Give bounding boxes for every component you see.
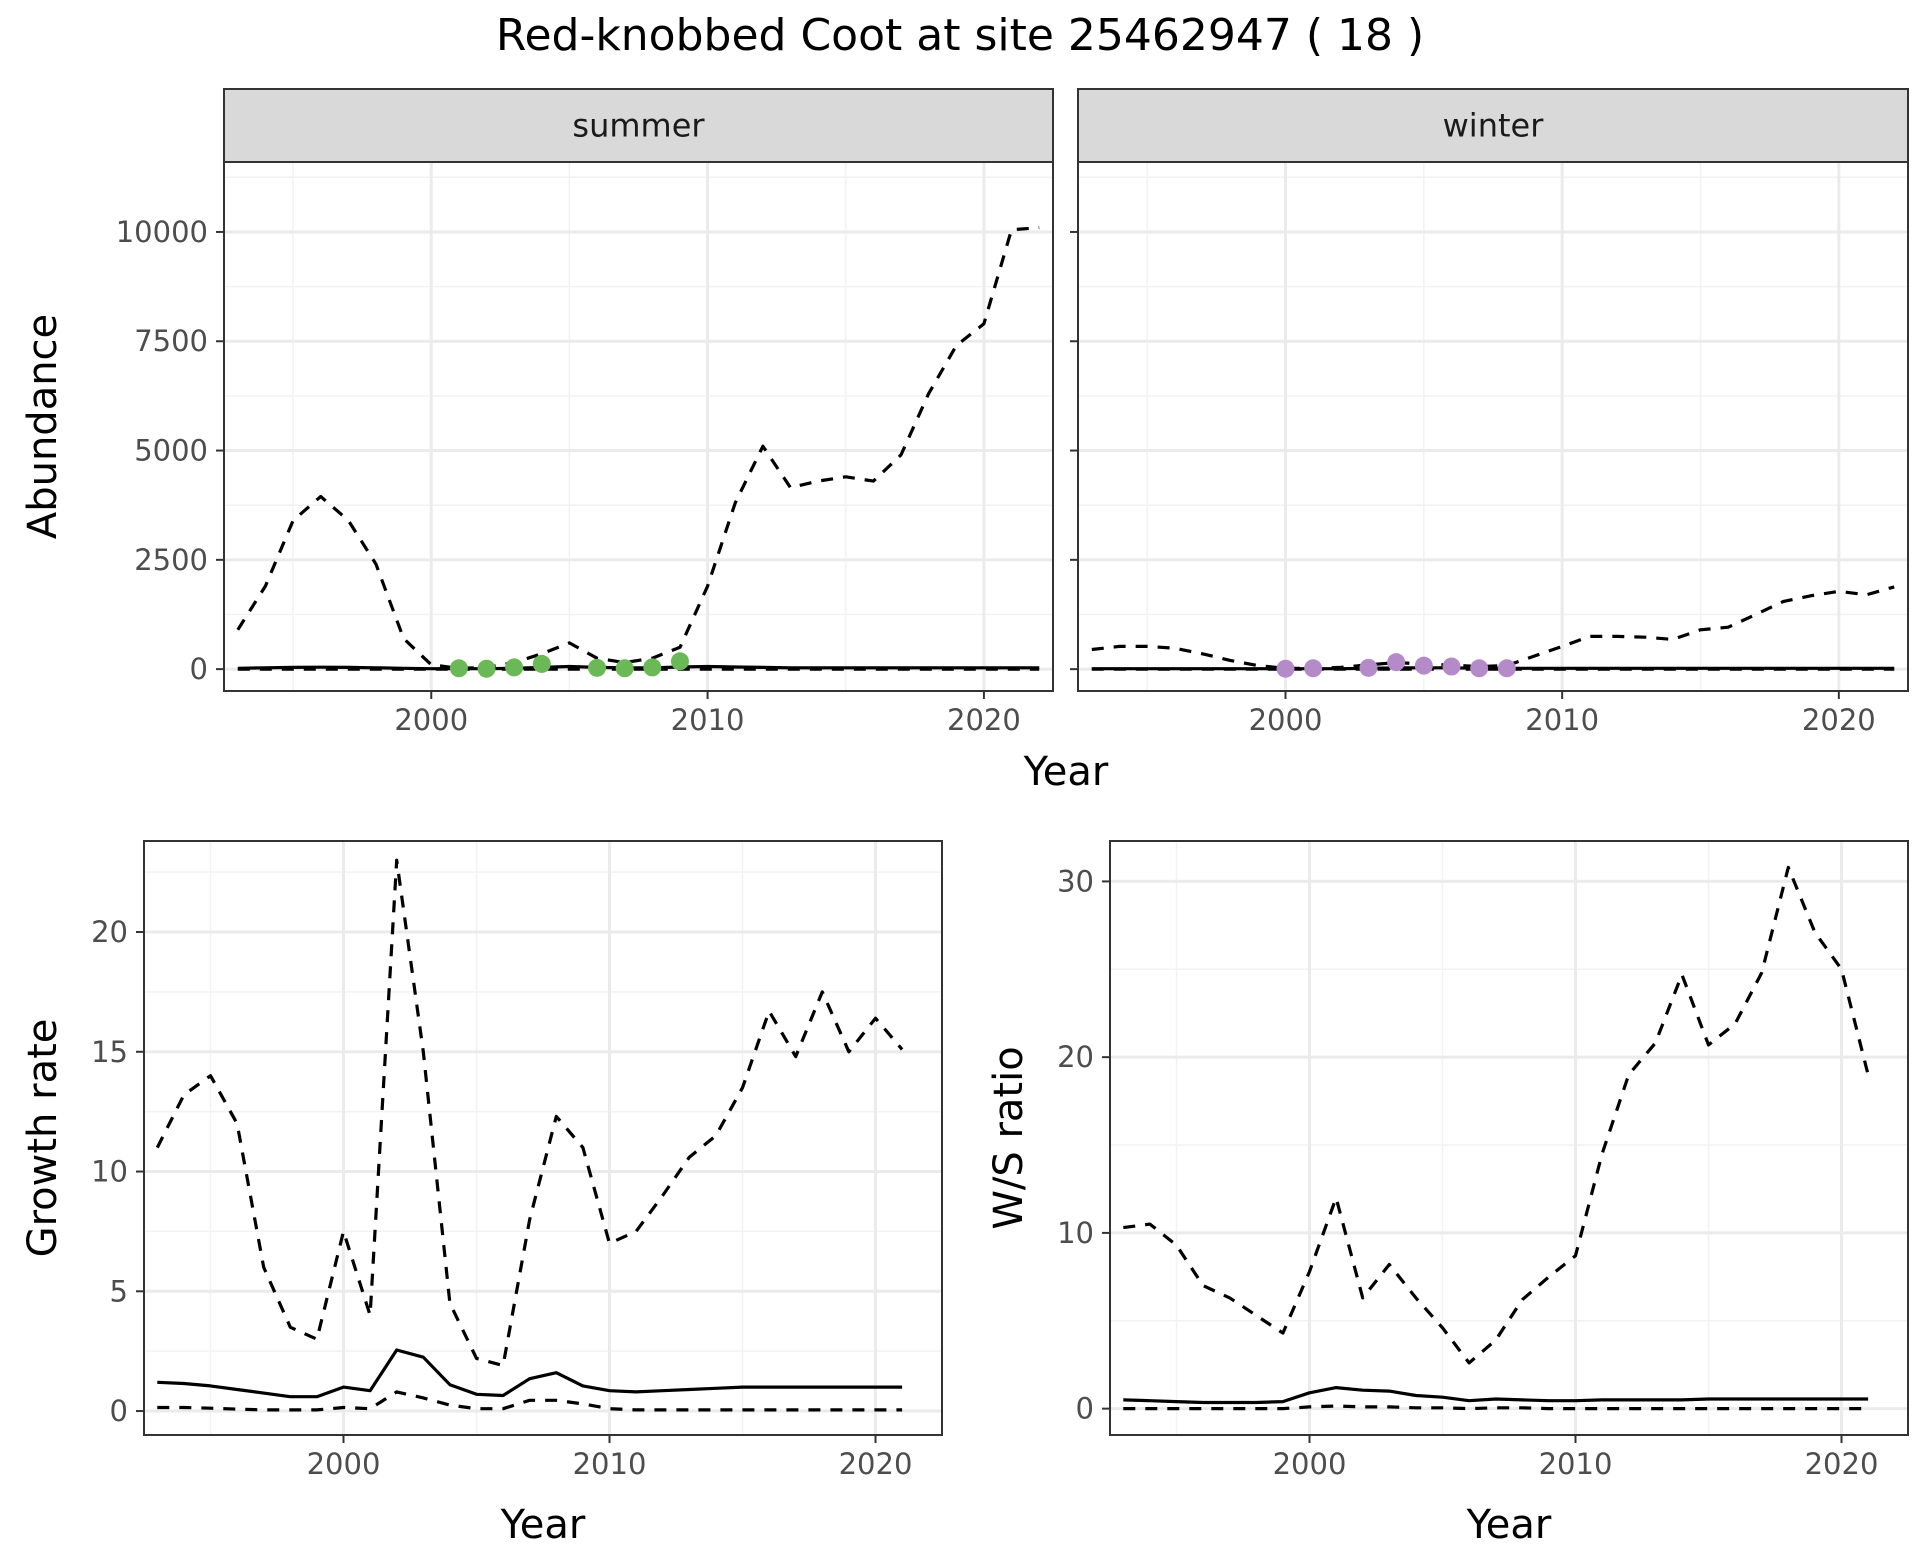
data-point: [615, 659, 634, 678]
data-point: [1359, 658, 1378, 677]
x-tick-label: 2000: [307, 1447, 381, 1481]
y-tick-label: 10000: [116, 215, 208, 249]
series-line-dashed-upper: [236, 226, 1040, 670]
abundance-panel-winter-background: [1078, 162, 1908, 691]
y-tick-label: 30: [1057, 864, 1094, 898]
y-tick-label: 0: [110, 1394, 128, 1428]
x-tick-label: 2020: [1805, 1447, 1879, 1481]
series-line-solid: [1091, 666, 1895, 671]
data-point: [1414, 656, 1433, 675]
growth-panel-border: [143, 840, 943, 1436]
y-tick-label: 10: [1057, 1216, 1094, 1250]
x-tick-label: 2020: [1802, 703, 1876, 737]
facet-strip-label: summer: [572, 107, 705, 145]
y-tick-label: 20: [1057, 1040, 1094, 1074]
x-tick-label: 2020: [839, 1447, 913, 1481]
series-line-solid: [237, 664, 1040, 671]
series-line-dashed-lower: [1123, 1404, 1869, 1411]
x-tick-label: 2010: [1539, 1447, 1613, 1481]
y-axis-title-growth: Growth rate: [20, 1019, 66, 1258]
y-axis-title-abundance: Abundance: [20, 314, 66, 539]
x-tick-label: 2020: [947, 703, 1021, 737]
y-tick-label: 0: [1076, 1392, 1094, 1426]
data-point: [532, 654, 551, 673]
growth-panel: 2000 2010 2020 0 5 10 15 20: [91, 840, 943, 1481]
data-point: [1497, 659, 1516, 678]
data-point: [1470, 659, 1489, 678]
x-axis-title-growth: Year: [500, 1502, 586, 1548]
ratio-panel-border: [1109, 840, 1909, 1436]
facet-strip-background: [223, 88, 1054, 163]
data-point: [588, 658, 607, 677]
abundance-panel-summer: 2000 2010 2020 0 2500 5000 7500 10000: [116, 161, 1054, 737]
x-tick-label: 2010: [573, 1447, 647, 1481]
facet-strip-summer: summer: [223, 88, 1054, 163]
y-tick-label: 20: [91, 915, 128, 949]
growth-panel-background: [144, 841, 942, 1435]
y-tick-label: 5: [110, 1274, 128, 1308]
series-line-solid: [157, 1348, 903, 1399]
y-tick-label: 10: [91, 1155, 128, 1189]
data-point: [1276, 659, 1295, 678]
ratio-panel: 2000 2010 2020 0 10 20 30: [1057, 840, 1909, 1481]
y-axis-title-ratio: W/S ratio: [986, 1046, 1032, 1229]
abundance-panel-summer-background: [224, 162, 1053, 691]
data-point: [505, 658, 524, 677]
series-line-dashed-lower: [157, 1390, 903, 1412]
x-tick-label: 2000: [1273, 1447, 1347, 1481]
series-line-dashed-upper: [1091, 585, 1895, 670]
abundance-panel-winter: 2000 2010 2020: [1070, 161, 1909, 737]
ratio-panel-background: [1110, 841, 1908, 1435]
series-line-dashed-upper: [155, 858, 904, 1368]
data-point: [670, 652, 689, 671]
chart-title: Red-knobbed Coot at site 25462947 ( 18 ): [495, 10, 1425, 61]
facet-strip-winter: winter: [1077, 88, 1909, 163]
data-point: [449, 659, 468, 678]
data-point: [1304, 659, 1323, 678]
facet-strip-background: [1077, 88, 1909, 163]
x-tick-label: 2010: [1525, 703, 1599, 737]
x-axis-title-ratio: Year: [1466, 1502, 1552, 1548]
series-line-dashed-upper: [1123, 865, 1870, 1365]
x-axis-title-abundance: Year: [1023, 749, 1109, 795]
abundance-panel-summer-border: [223, 161, 1054, 692]
x-tick-label: 2000: [1249, 703, 1323, 737]
y-tick-label: 2500: [134, 543, 208, 577]
data-point: [1387, 653, 1406, 672]
x-tick-label: 2000: [394, 703, 468, 737]
abundance-panel-winter-border: [1077, 161, 1909, 692]
y-tick-label: 0: [190, 652, 208, 686]
data-point: [1442, 657, 1461, 676]
x-tick-label: 2010: [671, 703, 745, 737]
data-point: [643, 658, 662, 677]
series-line-solid: [1123, 1385, 1869, 1405]
data-point: [477, 659, 496, 678]
y-tick-label: 5000: [134, 434, 208, 468]
y-tick-label: 15: [91, 1035, 128, 1069]
facet-strip-label: winter: [1443, 107, 1545, 145]
y-tick-label: 7500: [134, 324, 208, 358]
